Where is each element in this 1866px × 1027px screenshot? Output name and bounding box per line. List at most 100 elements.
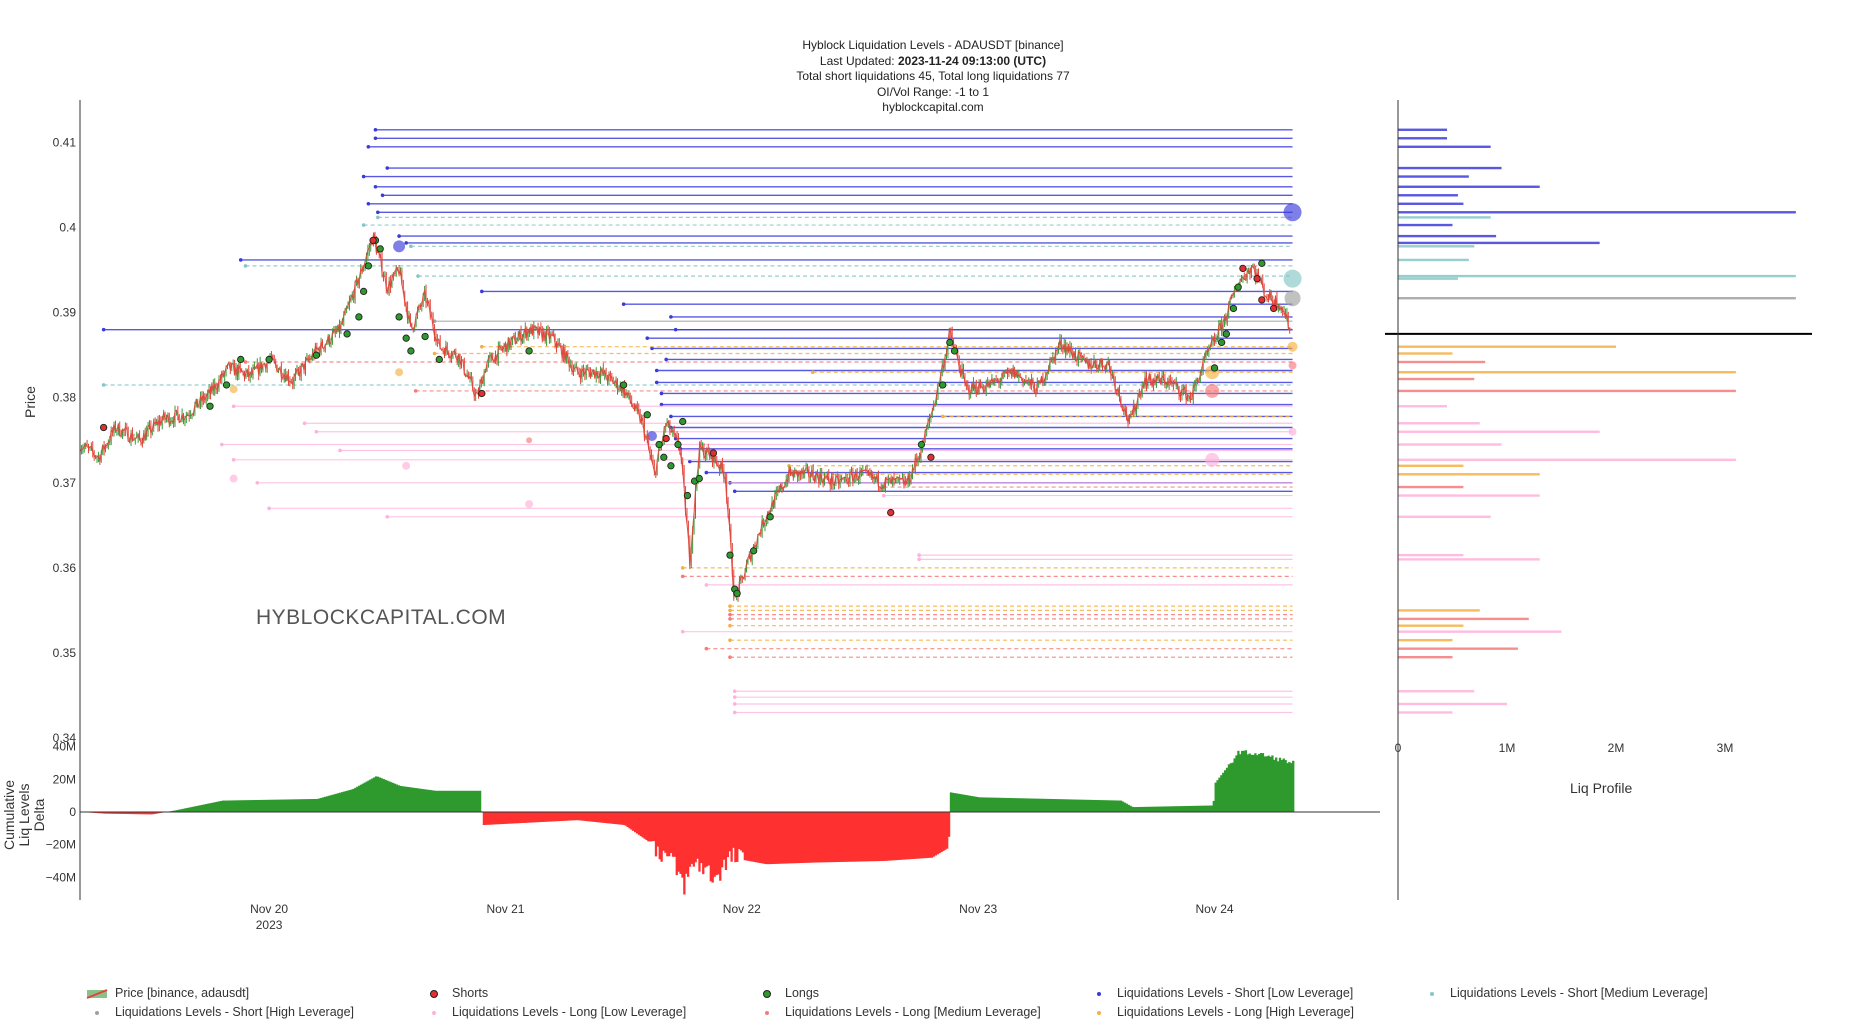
delta-bar <box>1165 806 1168 812</box>
delta-bar <box>1120 800 1123 812</box>
delta-bar <box>889 812 892 861</box>
delta-bar <box>320 797 323 812</box>
delta-bar <box>1208 805 1212 812</box>
legend-item-longs[interactable]: Longs <box>755 986 819 1000</box>
delta-bar <box>403 786 406 812</box>
delta-bar <box>378 777 382 812</box>
delta-bar <box>337 793 340 812</box>
legend-item-long-medium[interactable]: Liquidations Levels - Long [Medium Lever… <box>755 1005 1041 1019</box>
legend-item-short-medium[interactable]: Liquidations Levels - Short [Medium Leve… <box>1420 986 1708 1000</box>
legend-item-long-low[interactable]: Liquidations Levels - Long [Low Leverage… <box>422 1005 686 1019</box>
delta-bar <box>110 812 113 814</box>
delta-bar <box>365 781 368 812</box>
delta-bar <box>1212 800 1215 812</box>
delta-bar <box>666 812 669 857</box>
profile-tick-label: 3M <box>1717 741 1734 755</box>
delta-bar <box>692 812 695 867</box>
delta-bar <box>1178 806 1181 812</box>
liq-level-start-short_low <box>645 336 650 340</box>
liq-level-start-long_low <box>231 404 236 409</box>
delta-bar <box>1150 806 1153 812</box>
delta-bar <box>770 812 773 865</box>
delta-bar <box>1046 798 1049 812</box>
delta-bar <box>834 812 837 863</box>
delta-axis-title-line-2: Liq Levels <box>16 783 32 847</box>
delta-bar <box>753 812 756 862</box>
delta-bar <box>1116 800 1119 812</box>
delta-bar <box>1031 798 1034 812</box>
delta-bar <box>836 812 839 863</box>
delta-bar <box>541 812 544 822</box>
delta-bar <box>643 812 646 839</box>
delta-bar <box>539 812 542 823</box>
delta-bar <box>221 800 225 812</box>
liq-level-start-short_low <box>366 144 371 149</box>
delta-bar <box>790 812 794 864</box>
liq-level-start-long_high <box>940 414 945 419</box>
delta-bar <box>1288 762 1291 812</box>
delta-bar <box>482 812 486 826</box>
delta-bar <box>705 812 709 867</box>
liq-level-start-short_low <box>669 315 673 319</box>
delta-bar <box>218 801 221 812</box>
delta-bar <box>620 812 624 825</box>
delta-bar <box>762 812 765 864</box>
delta-bar <box>995 797 998 812</box>
liq-level-start-short_low <box>732 489 737 494</box>
delta-bar <box>596 812 599 823</box>
x-tick-label: Nov 22 <box>723 902 761 916</box>
delta-bar <box>392 782 395 812</box>
delta-bar <box>484 812 487 825</box>
legend-item-short-high[interactable]: Liquidations Levels - Short [High Levera… <box>85 1005 354 1019</box>
legend-item-long-high[interactable]: Liquidations Levels - Long [High Leverag… <box>1087 1005 1354 1019</box>
liq-level-start-short_low <box>480 289 484 294</box>
delta-bar <box>520 812 523 824</box>
long-marker <box>660 453 668 461</box>
delta-bar <box>204 804 208 812</box>
delta-bar <box>963 794 966 812</box>
legend-item-short-low[interactable]: Liquidations Levels - Short [Low Leverag… <box>1087 986 1353 1000</box>
delta-bar <box>244 800 247 812</box>
delta-bar <box>565 812 569 821</box>
delta-bar <box>1034 798 1038 812</box>
legend-item-shorts[interactable]: Shorts <box>422 986 488 1000</box>
delta-bar <box>1276 761 1280 812</box>
delta-bar <box>671 812 675 857</box>
delta-bar <box>896 812 900 861</box>
delta-bar <box>590 812 593 822</box>
delta-bar <box>1163 806 1166 812</box>
delta-bar <box>582 812 586 821</box>
delta-bar <box>100 812 104 814</box>
delta-bar <box>991 797 994 812</box>
delta-bar <box>626 812 629 828</box>
delta-bar <box>675 812 678 876</box>
delta-bar <box>446 790 450 812</box>
delta-bar <box>1231 762 1234 812</box>
delta-bar <box>1055 799 1058 812</box>
price-tick-label: 0.41 <box>53 136 77 150</box>
delta-bar <box>297 799 300 812</box>
delta-bar <box>904 812 907 860</box>
liq-level-start-short_low <box>659 402 664 407</box>
delta-bar <box>639 812 642 837</box>
longs-legend-icon <box>755 988 779 1000</box>
delta-bar <box>418 788 421 812</box>
liq-level-start-long_low <box>917 557 921 562</box>
delta-bar <box>444 790 448 812</box>
delta-bar <box>1176 806 1180 812</box>
delta-bar <box>494 812 497 825</box>
delta-bar <box>660 812 663 862</box>
legend-item-price[interactable]: Price [binance, adausdt] <box>85 986 249 1000</box>
delta-bar <box>270 799 274 812</box>
delta-bar <box>148 812 151 815</box>
delta-bar <box>1097 800 1100 812</box>
long-marker <box>222 381 231 389</box>
liq-level-start-short_low <box>621 302 626 306</box>
delta-bar <box>543 812 546 822</box>
delta-bar <box>679 812 682 874</box>
delta-bar <box>327 795 330 812</box>
delta-bar <box>947 812 951 837</box>
delta-bar <box>1095 800 1098 812</box>
liq-level-start-long_low <box>385 515 390 519</box>
